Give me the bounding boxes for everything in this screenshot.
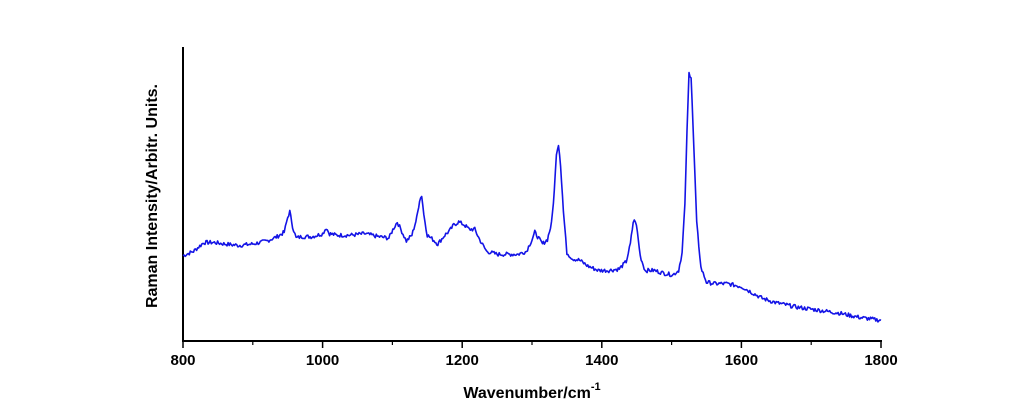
x-tick-label: 1000 <box>306 352 339 369</box>
x-axis-title-main: Wavenumber/cm <box>463 385 590 402</box>
x-tick-label: 1400 <box>585 352 618 369</box>
series-layer <box>182 71 882 323</box>
x-axis-title: Wavenumber/cm-1 <box>463 381 600 402</box>
x-tick-label: 1600 <box>725 352 758 369</box>
x-tick-labels: 800 1000 1200 1400 1600 1800 <box>170 352 897 369</box>
x-tick-label: 800 <box>170 352 195 369</box>
y-axis-title: Raman Intensity/Arbitr. Units. <box>144 84 161 308</box>
x-tick-label: 1200 <box>446 352 479 369</box>
axes <box>182 47 882 348</box>
x-tick-label: 1800 <box>864 352 897 369</box>
x-axis-title-superscript: -1 <box>591 381 601 393</box>
spectrum-line <box>182 71 882 323</box>
